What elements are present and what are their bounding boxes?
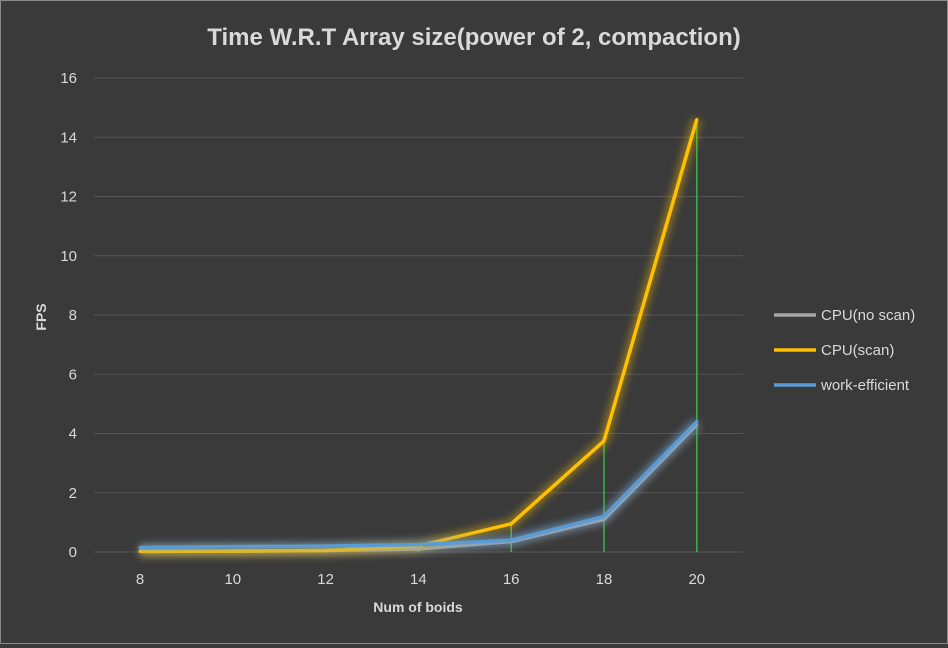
y-tick-label: 8 <box>69 307 77 324</box>
x-tick-label: 16 <box>503 571 520 588</box>
series-line <box>139 420 699 550</box>
y-tick-label: 12 <box>60 189 77 206</box>
gridlines <box>94 77 743 553</box>
y-axis-title: FPS <box>33 303 49 330</box>
series-line <box>139 423 699 554</box>
series-group <box>138 421 701 556</box>
data-point <box>602 439 606 443</box>
series-line <box>139 118 699 554</box>
x-tick-label: 10 <box>224 571 241 588</box>
drop-lines <box>139 119 698 552</box>
data-point <box>602 514 606 518</box>
x-tick-label: 12 <box>317 571 334 588</box>
data-point <box>416 543 420 547</box>
y-tick-label: 0 <box>69 544 77 561</box>
legend-item: CPU(no scan) <box>774 307 915 324</box>
y-tick-label: 4 <box>69 426 77 443</box>
legend-item: CPU(scan) <box>774 342 894 359</box>
series-lines <box>138 117 702 556</box>
legend-item: work-efficient <box>774 377 910 394</box>
legend-label: work-efficient <box>820 377 910 394</box>
x-tick-label: 20 <box>688 571 705 588</box>
chart-title: Time W.R.T Array size(power of 2, compac… <box>207 24 740 51</box>
series-group <box>138 117 702 556</box>
x-axis-ticks: 8 10 12 14 16 18 20 <box>136 571 705 588</box>
data-point <box>324 544 328 548</box>
data-point <box>695 117 699 121</box>
legend: CPU(no scan) CPU(scan) work-efficient <box>774 307 915 394</box>
y-tick-label: 2 <box>69 485 77 502</box>
data-point <box>695 420 699 424</box>
data-point <box>509 538 513 542</box>
x-tick-label: 18 <box>596 571 613 588</box>
x-tick-label: 8 <box>136 571 144 588</box>
x-axis-title: Num of boids <box>373 599 463 615</box>
y-tick-label: 10 <box>60 248 77 265</box>
legend-label: CPU(scan) <box>821 342 894 359</box>
y-tick-label: 16 <box>60 70 77 87</box>
y-tick-label: 14 <box>60 129 77 146</box>
data-point <box>138 546 142 550</box>
data-point <box>509 522 513 526</box>
legend-label: CPU(no scan) <box>821 307 915 324</box>
series-group <box>138 418 701 553</box>
y-axis-ticks: 0 2 4 6 8 10 12 14 16 <box>60 70 77 561</box>
series-line-glow <box>139 418 701 553</box>
x-tick-label: 14 <box>410 571 427 588</box>
series-line-glow <box>139 118 702 556</box>
y-tick-label: 6 <box>69 366 77 383</box>
data-point <box>231 545 235 549</box>
series-line-glow <box>139 421 701 556</box>
